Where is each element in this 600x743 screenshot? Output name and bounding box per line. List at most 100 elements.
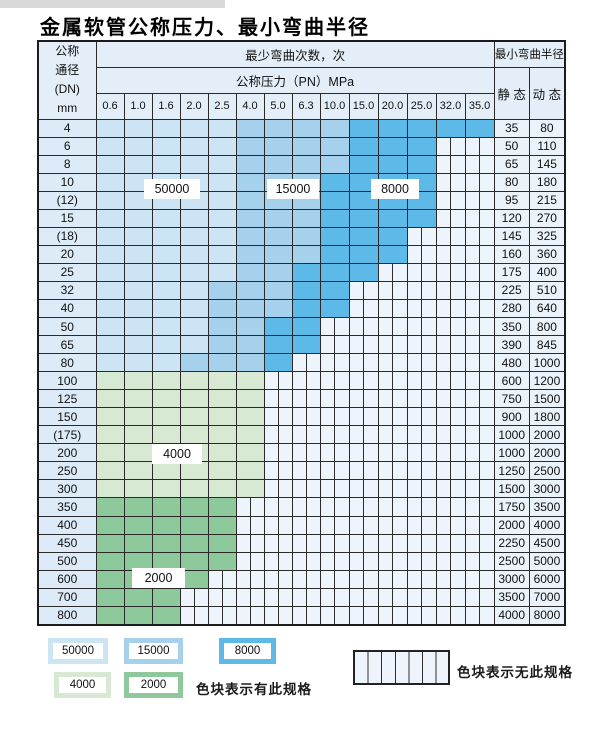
dynamic-radius-value: 6000 [528,569,566,589]
spec-cell [319,208,350,228]
table-row: 200 1000 2000 [37,443,566,463]
no-spec-label: 色块表示无此规格 [457,665,573,680]
no-spec-cell [263,605,293,626]
no-spec-cell [377,407,408,427]
legend-swatch: 50000 [48,638,108,664]
no-spec-cell [377,353,408,373]
spec-cell [291,118,321,138]
no-spec-cell [406,533,437,553]
spec-cell [319,118,350,138]
spec-cell [207,335,237,355]
dn-header-line: (DN) [54,82,80,97]
spec-cell [151,515,181,535]
spec-cell [151,461,181,481]
spec-cell [123,208,153,228]
no-spec-cell [377,533,408,553]
pressure-col-header: 32.0 [435,92,466,120]
static-radius-value: 35 [493,118,530,138]
spec-cell [235,136,265,156]
spec-cell [151,298,181,319]
spec-cell [207,172,237,192]
dn-cell: 15 [37,208,97,228]
no-spec-cell [464,262,495,282]
no-spec-cell [235,605,265,626]
spec-cell [151,533,181,553]
no-spec-cell [406,461,437,481]
no-spec-cell [435,244,466,264]
table-row: 100 600 1200 [37,371,566,391]
dynamic-radius-value: 145 [528,154,566,174]
dynamic-radius-value: 8000 [528,605,566,626]
static-radius-value: 80 [493,172,530,192]
legend-label: 8000 [224,643,271,659]
spec-cell [151,154,181,174]
spec-cell [95,154,125,174]
no-spec-cell [263,425,293,445]
spec-cell [377,226,408,246]
dn-column-header: 公称 通径 (DN) mm [37,40,97,120]
legend-swatch: 15000 [124,638,183,664]
spec-cell [207,298,237,319]
no-spec-cell [319,389,350,409]
spec-cell [151,244,181,264]
spec-cell [179,262,209,282]
spec-cell [151,371,181,391]
spec-cell [377,118,408,138]
static-radius-value: 350 [493,317,530,337]
spec-table-wrap: 公称 通径 (DN) mm 最少弯曲次数，次 最小弯曲半径 公称压力（PN）MP… [37,40,567,626]
no-spec-swatch [353,650,450,685]
dynamic-radius-value: 215 [528,190,566,210]
no-spec-cell [406,587,437,607]
pressure-col-header: 25.0 [406,92,437,120]
dn-cell: 800 [37,605,97,626]
dynamic-radius-value: 5000 [528,551,566,571]
spec-cell [123,605,153,626]
spec-cell [207,226,237,246]
dynamic-radius-value: 80 [528,118,566,138]
no-spec-cell [319,605,350,626]
spec-cell [151,479,181,499]
dn-cell: 25 [37,262,97,282]
table-row: 500 2500 5000 [37,551,566,571]
spec-cell [435,118,466,138]
spec-cell [263,208,293,228]
no-spec-cell [464,335,495,355]
spec-cell [179,335,209,355]
no-spec-cell [435,136,466,156]
spec-cell [263,136,293,156]
spec-cell [179,515,209,535]
no-spec-cell [435,569,466,589]
no-spec-cell [464,461,495,481]
no-spec-cell [406,515,437,535]
no-spec-cell [464,389,495,409]
no-spec-cell [377,371,408,391]
spec-cell [235,479,265,499]
legend-swatch: 4000 [54,672,111,698]
dn-header-line: mm [57,101,78,116]
table-row: 4 35 80 [37,118,566,138]
static-column-header: 静 态 [493,66,530,120]
spec-cell [291,154,321,174]
no-spec-cell [319,515,350,535]
no-spec-cell [377,298,408,319]
spec-cell [95,533,125,553]
spec-cell [263,244,293,264]
no-spec-cell [377,425,408,445]
pressure-col-header: 5.0 [263,92,293,120]
spec-cell [207,461,237,481]
no-spec-cell [464,154,495,174]
no-spec-cell [377,587,408,607]
spec-cell [151,335,181,355]
no-spec-cell [377,479,408,499]
no-spec-cell [263,443,293,463]
spec-cell [123,551,153,571]
no-spec-cell [348,479,379,499]
table-row: 20 160 360 [37,244,566,264]
spec-cell [95,587,125,607]
spec-cell [319,280,350,300]
spec-cell [406,154,437,174]
no-spec-cell [406,551,437,571]
no-spec-cell [435,605,466,626]
no-spec-cell [207,587,237,607]
spec-cell [263,154,293,174]
